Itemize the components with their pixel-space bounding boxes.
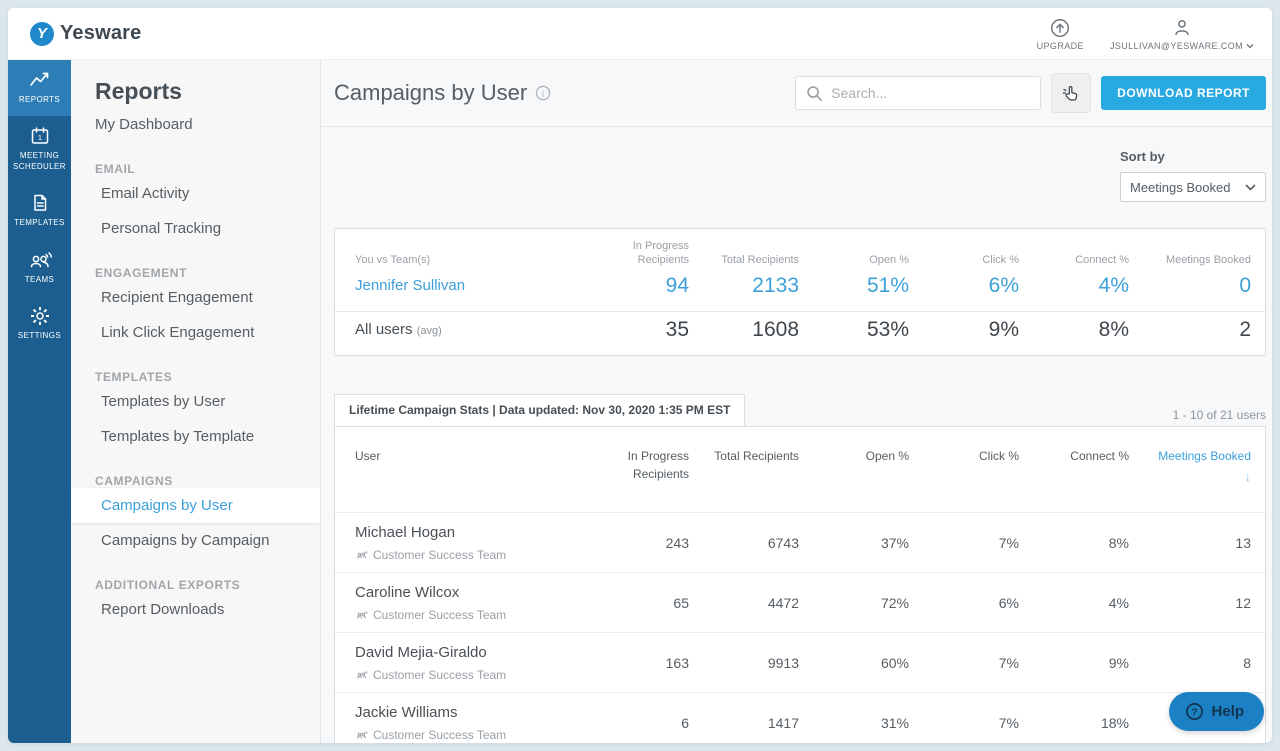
search-input[interactable] bbox=[831, 85, 1031, 101]
info-icon[interactable]: i bbox=[535, 85, 551, 101]
app-window: Y Yesware UPGRADE JSULLIVAN@YE bbox=[8, 8, 1272, 743]
sidebar-item-my-dashboard[interactable]: My Dashboard bbox=[95, 116, 193, 133]
column-click-pct[interactable]: Click % bbox=[978, 448, 1019, 463]
svg-text:i: i bbox=[542, 89, 545, 99]
sidebar-item-link-click-engagement[interactable]: Link Click Engagement bbox=[101, 324, 255, 341]
sidebar-item-teams[interactable]: TEAMS bbox=[8, 240, 71, 296]
sidebar-item-personal-tracking[interactable]: Personal Tracking bbox=[101, 220, 222, 237]
section-heading-campaigns: CAMPAIGNS bbox=[95, 474, 173, 488]
svg-text:?: ? bbox=[1192, 707, 1198, 718]
users-table: User In Progress Recipients Total Recipi… bbox=[334, 425, 1266, 743]
account-email: JSULLIVAN@YESWARE.COM bbox=[1109, 40, 1243, 51]
search-box bbox=[795, 76, 1042, 110]
avg-suffix: (avg) bbox=[416, 325, 442, 338]
table-row[interactable]: Caroline Wilcox Customer Success Team 65… bbox=[335, 572, 1265, 633]
main-content: Campaigns by User i bbox=[321, 60, 1272, 743]
reports-sidebar: Reports My Dashboard EMAIL Email Activit… bbox=[71, 60, 321, 743]
chevron-down-icon bbox=[1246, 43, 1254, 48]
sidebar-item-recipient-engagement[interactable]: Recipient Engagement bbox=[101, 289, 253, 306]
sort-by-select[interactable]: Meetings Booked bbox=[1120, 172, 1266, 202]
section-heading-additional-exports: ADDITIONAL EXPORTS bbox=[95, 578, 241, 592]
summary-header-row: You vs Team(s) In Progress Recipients To… bbox=[355, 240, 1251, 267]
sort-by-label: Sort by bbox=[1120, 149, 1165, 164]
sort-desc-icon: ↓ bbox=[1244, 468, 1252, 484]
account-menu[interactable]: JSULLIVAN@YESWARE.COM bbox=[1110, 17, 1254, 51]
column-open-pct[interactable]: Open % bbox=[865, 448, 909, 463]
brand-name: Yesware bbox=[60, 22, 142, 44]
summary-row-you: Jennifer Sullivan 94 2133 51% 6% 4% 0 bbox=[335, 268, 1265, 312]
sidebar-title: Reports bbox=[95, 78, 182, 104]
people-icon bbox=[28, 250, 52, 270]
upgrade-icon bbox=[1049, 17, 1071, 39]
pagination-info: 1 - 10 of 21 users bbox=[1172, 407, 1266, 422]
summary-table: You vs Team(s) In Progress Recipients To… bbox=[334, 228, 1266, 356]
yesware-logo[interactable]: Y Yesware bbox=[30, 21, 142, 46]
lifetime-stats-tab: Lifetime Campaign Stats | Data updated: … bbox=[334, 393, 746, 426]
section-heading-engagement: ENGAGEMENT bbox=[95, 266, 188, 280]
section-heading-email: EMAIL bbox=[95, 162, 136, 176]
you-name-link[interactable]: Jennifer Sullivan bbox=[355, 277, 466, 295]
cursor-indicator bbox=[1051, 73, 1092, 113]
upgrade-label: UPGRADE bbox=[1036, 40, 1084, 51]
sidebar-item-templates-by-template[interactable]: Templates by Template bbox=[101, 428, 255, 445]
primary-sidebar: REPORTS 1 MEETING SCHEDULER TEMPLATES bbox=[8, 60, 71, 743]
section-heading-templates: TEMPLATES bbox=[95, 370, 173, 384]
sidebar-item-meeting-scheduler[interactable]: 1 MEETING SCHEDULER bbox=[8, 116, 71, 183]
team-icon bbox=[356, 550, 368, 558]
hand-cursor-icon bbox=[1062, 86, 1078, 101]
users-header-row: User In Progress Recipients Total Recipi… bbox=[335, 427, 1265, 513]
top-bar: Y Yesware UPGRADE JSULLIVAN@YE bbox=[8, 8, 1272, 60]
calendar-icon: 1 bbox=[30, 126, 50, 146]
help-button[interactable]: ? Help bbox=[1169, 692, 1264, 731]
svg-text:1: 1 bbox=[37, 133, 41, 142]
team-icon bbox=[356, 730, 368, 739]
table-row[interactable]: Michael Hogan Customer Success Team 243 … bbox=[335, 512, 1265, 573]
document-icon bbox=[30, 193, 50, 213]
table-row[interactable]: Jackie Williams Customer Success Team 6 … bbox=[335, 692, 1265, 743]
column-connect-pct[interactable]: Connect % bbox=[1070, 448, 1129, 463]
sidebar-item-reports[interactable]: REPORTS bbox=[8, 60, 71, 117]
table-row[interactable]: David Mejia-Giraldo Customer Success Tea… bbox=[335, 632, 1265, 693]
sidebar-item-report-downloads[interactable]: Report Downloads bbox=[101, 601, 225, 618]
page-title: Campaigns by User bbox=[334, 80, 528, 105]
column-total-recipients[interactable]: Total Recipients bbox=[714, 448, 799, 463]
sidebar-item-campaigns-by-campaign[interactable]: Campaigns by Campaign bbox=[101, 532, 270, 549]
column-meetings-booked[interactable]: Meetings Booked ↓ bbox=[1143, 427, 1265, 513]
download-report-button[interactable]: DOWNLOAD REPORT bbox=[1101, 76, 1266, 110]
team-icon bbox=[356, 610, 368, 618]
line-chart-icon bbox=[29, 70, 51, 90]
sidebar-item-settings[interactable]: SETTINGS bbox=[8, 296, 71, 352]
user-icon bbox=[1171, 17, 1193, 39]
search-icon bbox=[807, 85, 823, 101]
summary-row-all-users: All users (avg) 35 1608 53% 9% 8% 2 bbox=[335, 310, 1265, 355]
question-circle-icon: ? bbox=[1186, 703, 1204, 720]
upgrade-button[interactable]: UPGRADE bbox=[1037, 17, 1084, 51]
sidebar-item-templates-by-user[interactable]: Templates by User bbox=[101, 393, 226, 410]
sidebar-item-campaigns-by-user[interactable]: Campaigns by User bbox=[71, 488, 320, 523]
yesware-logo-icon: Y bbox=[30, 21, 54, 46]
team-icon bbox=[356, 670, 368, 678]
column-in-progress[interactable]: In Progress Recipients bbox=[627, 448, 689, 481]
column-user[interactable]: User bbox=[355, 448, 381, 463]
chevron-down-icon bbox=[1245, 183, 1256, 191]
sidebar-item-email-activity[interactable]: Email Activity bbox=[101, 185, 190, 202]
sidebar-item-templates[interactable]: TEMPLATES bbox=[8, 183, 71, 239]
gear-icon bbox=[30, 306, 50, 326]
